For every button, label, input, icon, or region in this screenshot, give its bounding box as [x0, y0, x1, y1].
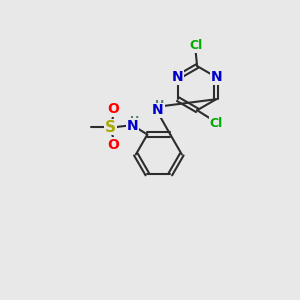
Text: N: N: [210, 70, 222, 84]
Text: Cl: Cl: [189, 39, 202, 52]
Text: S: S: [105, 120, 116, 135]
Text: Cl: Cl: [210, 117, 223, 130]
Text: O: O: [108, 103, 119, 116]
Text: O: O: [108, 138, 119, 152]
Text: N: N: [127, 119, 138, 133]
Text: N: N: [172, 70, 184, 84]
Text: N: N: [152, 103, 163, 117]
Text: H: H: [155, 100, 164, 110]
Text: H: H: [130, 116, 139, 126]
